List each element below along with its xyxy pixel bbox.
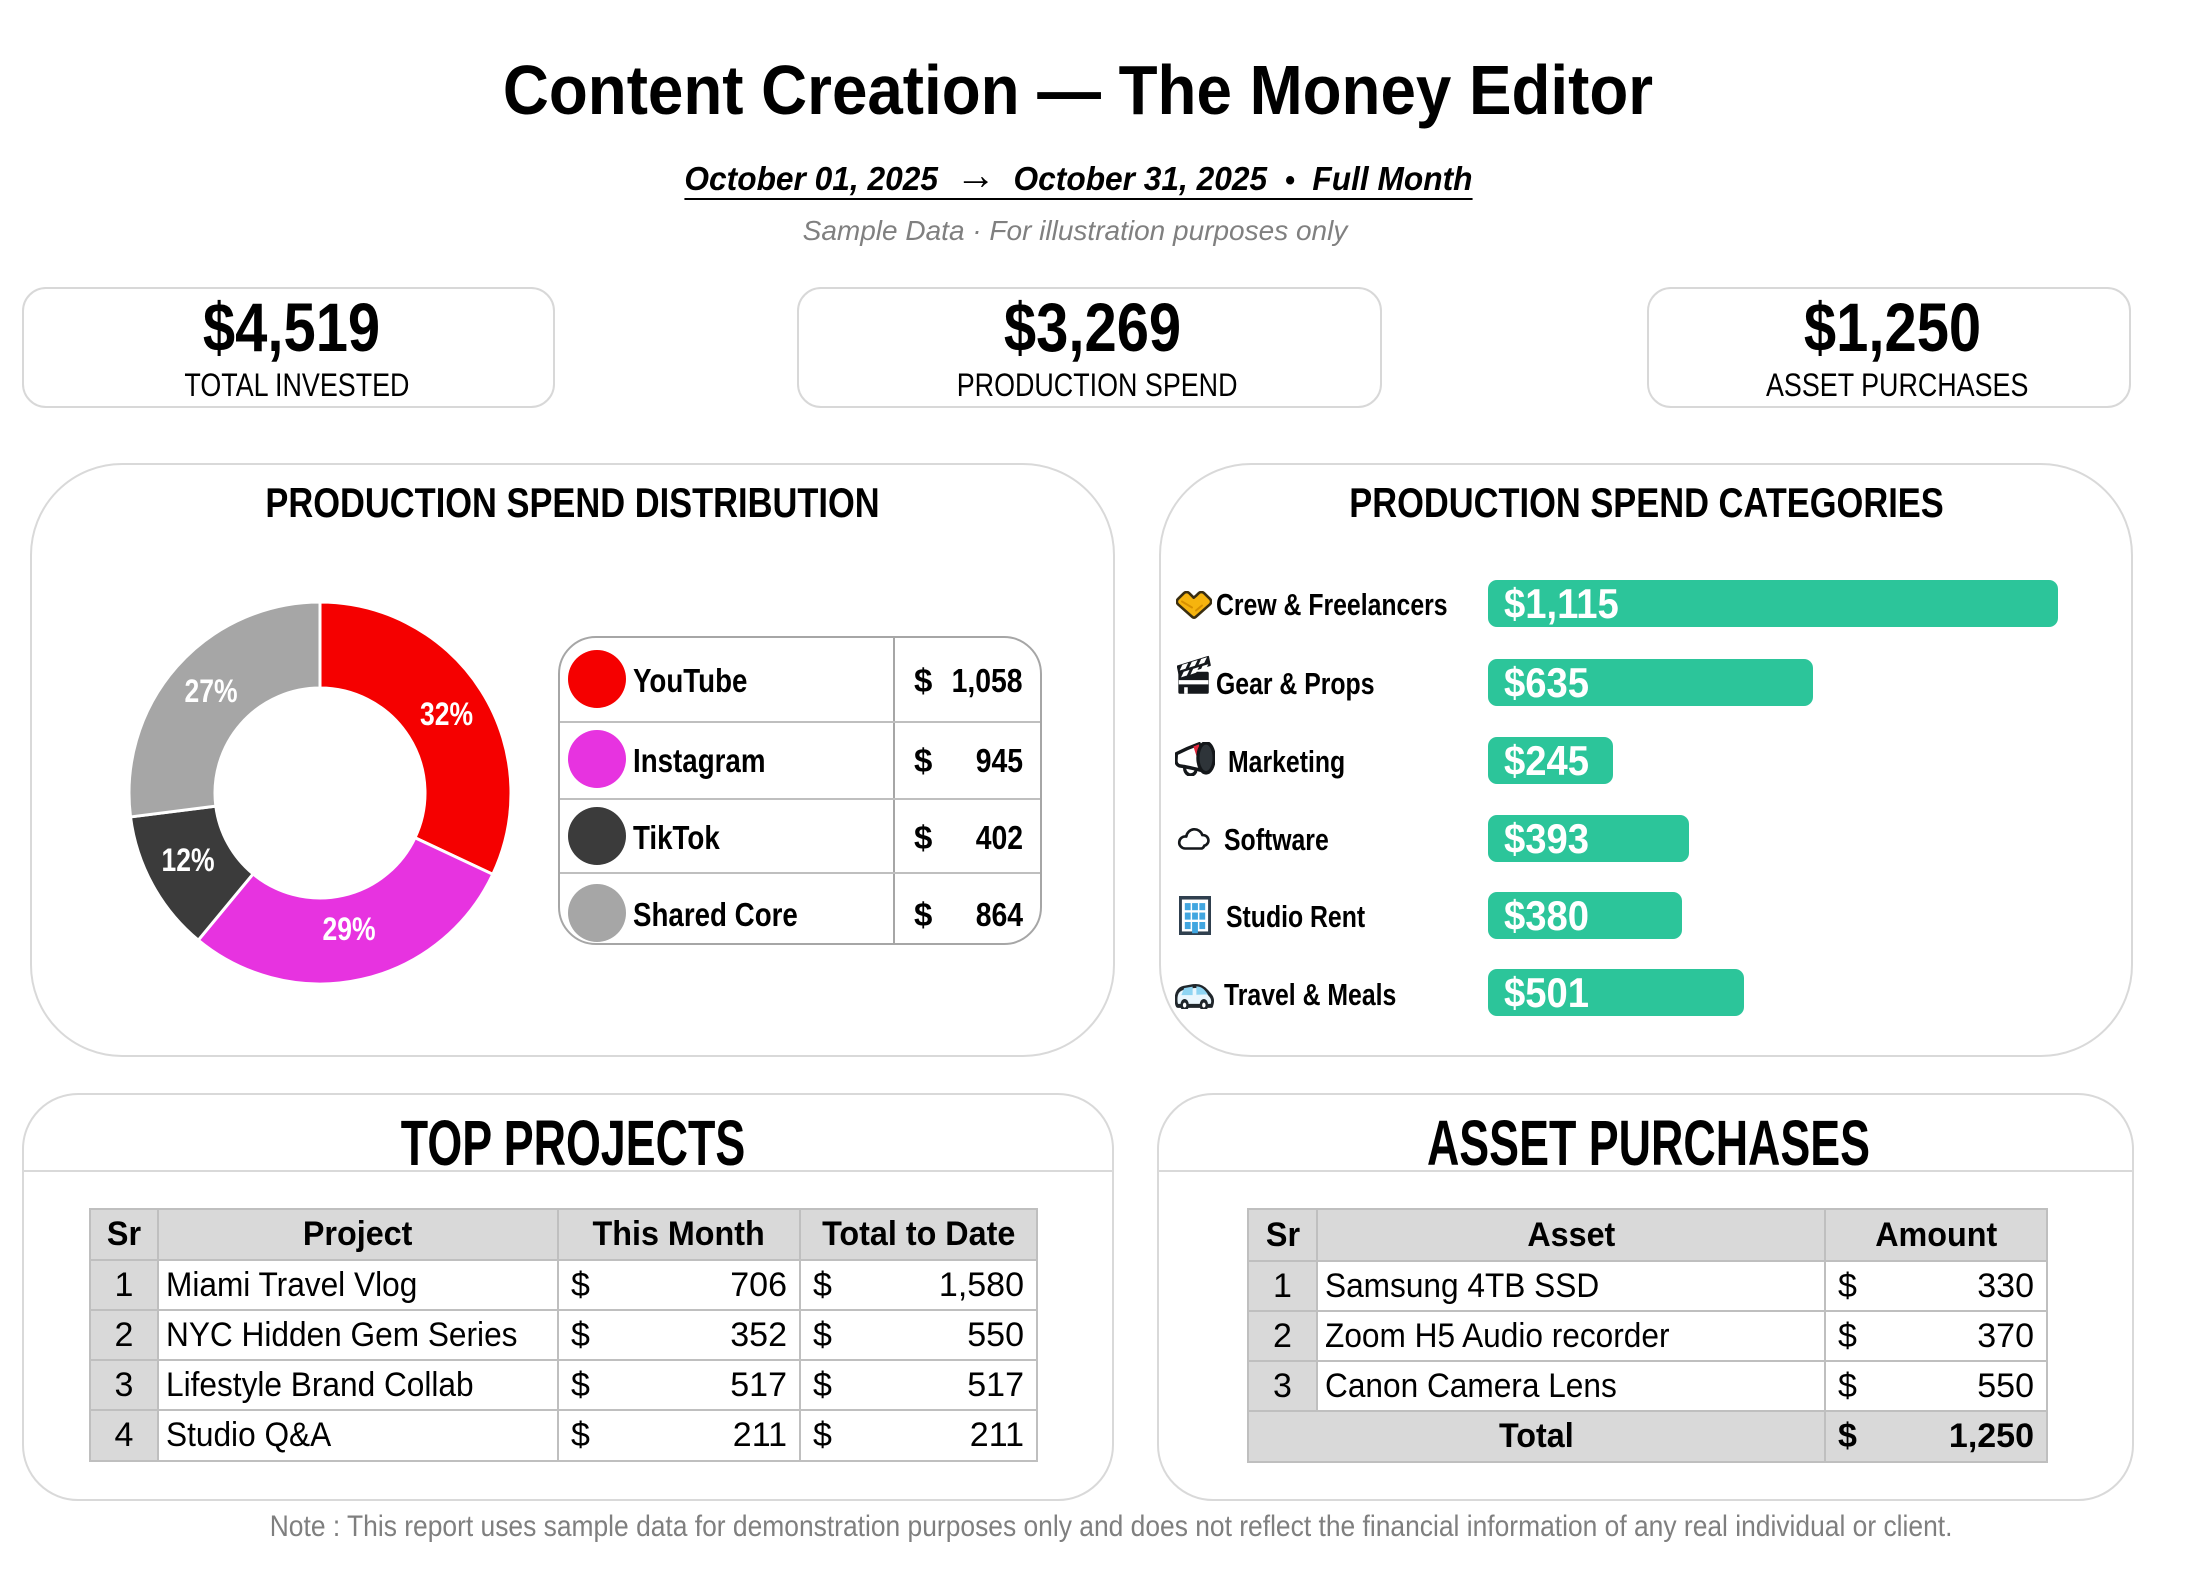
svg-text:32%: 32%: [420, 696, 473, 732]
svg-text:27%: 27%: [185, 673, 238, 709]
svg-text:29%: 29%: [323, 911, 376, 947]
svg-text:12%: 12%: [162, 842, 215, 878]
